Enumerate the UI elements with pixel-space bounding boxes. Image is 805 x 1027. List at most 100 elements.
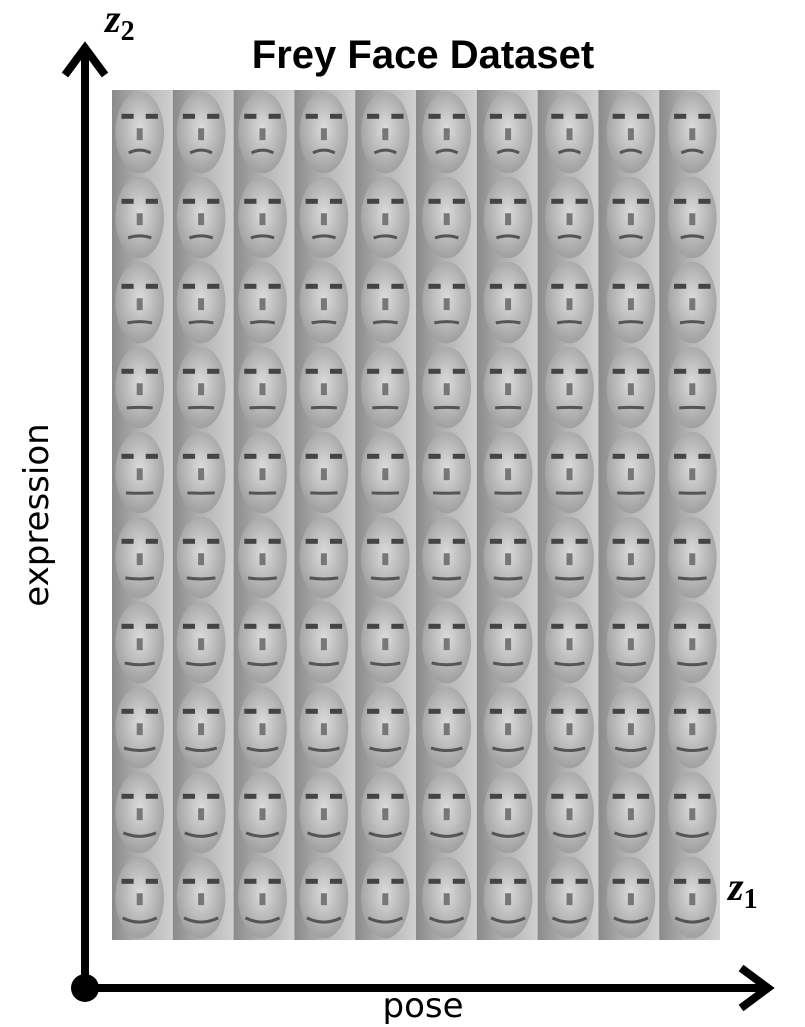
eye bbox=[207, 878, 220, 884]
mouth bbox=[369, 661, 401, 667]
eye bbox=[329, 623, 343, 629]
mouth bbox=[677, 576, 707, 581]
eye bbox=[367, 623, 380, 629]
eye bbox=[489, 453, 503, 459]
eye bbox=[514, 623, 527, 629]
mouth bbox=[616, 576, 646, 581]
z1-symbol: z bbox=[726, 864, 744, 909]
mouth bbox=[618, 234, 644, 240]
face-image bbox=[294, 430, 356, 515]
nose bbox=[505, 468, 512, 481]
face-image bbox=[355, 430, 416, 515]
eye bbox=[612, 368, 625, 374]
eye bbox=[612, 878, 625, 884]
mouth bbox=[553, 746, 586, 753]
nose bbox=[689, 298, 696, 311]
mouth bbox=[557, 148, 582, 155]
mouth bbox=[557, 234, 582, 240]
nose bbox=[566, 638, 573, 651]
eye bbox=[207, 283, 220, 289]
eye bbox=[674, 283, 687, 289]
face-image bbox=[537, 770, 599, 855]
face-image bbox=[294, 685, 356, 770]
eye bbox=[244, 283, 257, 289]
eye bbox=[268, 623, 281, 629]
eye bbox=[698, 623, 711, 629]
eye bbox=[452, 453, 465, 459]
eye bbox=[207, 198, 220, 204]
eye bbox=[452, 198, 465, 204]
eye bbox=[551, 708, 564, 714]
nose bbox=[382, 128, 389, 141]
mouth bbox=[249, 320, 276, 325]
eye bbox=[145, 793, 158, 799]
nose bbox=[505, 808, 512, 821]
face-image bbox=[233, 260, 295, 345]
eye bbox=[698, 878, 711, 884]
eye bbox=[698, 708, 711, 714]
eye bbox=[674, 878, 687, 884]
nose bbox=[505, 298, 512, 311]
eye bbox=[121, 113, 134, 119]
eye bbox=[268, 198, 281, 204]
eye bbox=[207, 453, 220, 459]
nose bbox=[627, 723, 634, 736]
eye bbox=[674, 453, 687, 459]
eye bbox=[674, 198, 687, 204]
eye bbox=[367, 878, 380, 884]
nose bbox=[566, 723, 573, 736]
nose bbox=[136, 468, 143, 481]
nose bbox=[382, 213, 389, 226]
eye bbox=[514, 453, 527, 459]
mouth bbox=[674, 916, 710, 924]
eye bbox=[367, 708, 380, 714]
mouth bbox=[615, 661, 647, 667]
eye bbox=[636, 793, 650, 799]
eye bbox=[244, 793, 257, 799]
mouth bbox=[679, 320, 705, 325]
eye bbox=[121, 708, 134, 714]
mouth bbox=[186, 576, 216, 581]
face-image bbox=[537, 685, 599, 770]
eye bbox=[329, 368, 343, 374]
face-image bbox=[537, 345, 599, 430]
nose bbox=[443, 213, 450, 226]
face-image bbox=[233, 90, 295, 175]
face-image bbox=[598, 515, 660, 600]
face-image bbox=[172, 260, 234, 345]
face-image bbox=[233, 430, 295, 515]
mouth bbox=[492, 661, 524, 667]
face-image bbox=[355, 90, 416, 175]
face-image bbox=[476, 430, 538, 515]
face-image bbox=[355, 175, 416, 260]
title: Frey Face Dataset bbox=[252, 33, 594, 77]
face-image bbox=[172, 600, 234, 685]
face-image bbox=[416, 90, 477, 175]
face-image bbox=[659, 260, 720, 345]
eye bbox=[329, 283, 343, 289]
nose bbox=[627, 383, 634, 396]
eye bbox=[145, 708, 158, 714]
nose bbox=[320, 383, 327, 396]
eye bbox=[121, 538, 134, 544]
mouth bbox=[496, 148, 520, 155]
nose bbox=[259, 723, 266, 736]
mouth bbox=[247, 576, 278, 581]
nose bbox=[198, 723, 205, 736]
eye bbox=[698, 453, 711, 459]
eye bbox=[268, 708, 281, 714]
face-image bbox=[598, 430, 660, 515]
mouth bbox=[184, 831, 219, 838]
face-image bbox=[598, 685, 660, 770]
mouth bbox=[431, 661, 463, 667]
mouth bbox=[125, 576, 155, 581]
eye bbox=[244, 623, 257, 629]
nose bbox=[136, 128, 143, 141]
face-image bbox=[233, 855, 295, 940]
eye bbox=[145, 368, 158, 374]
eye bbox=[674, 623, 687, 629]
eye bbox=[636, 113, 650, 119]
face-image bbox=[112, 685, 173, 770]
face-image bbox=[416, 345, 477, 430]
face-image bbox=[598, 770, 660, 855]
